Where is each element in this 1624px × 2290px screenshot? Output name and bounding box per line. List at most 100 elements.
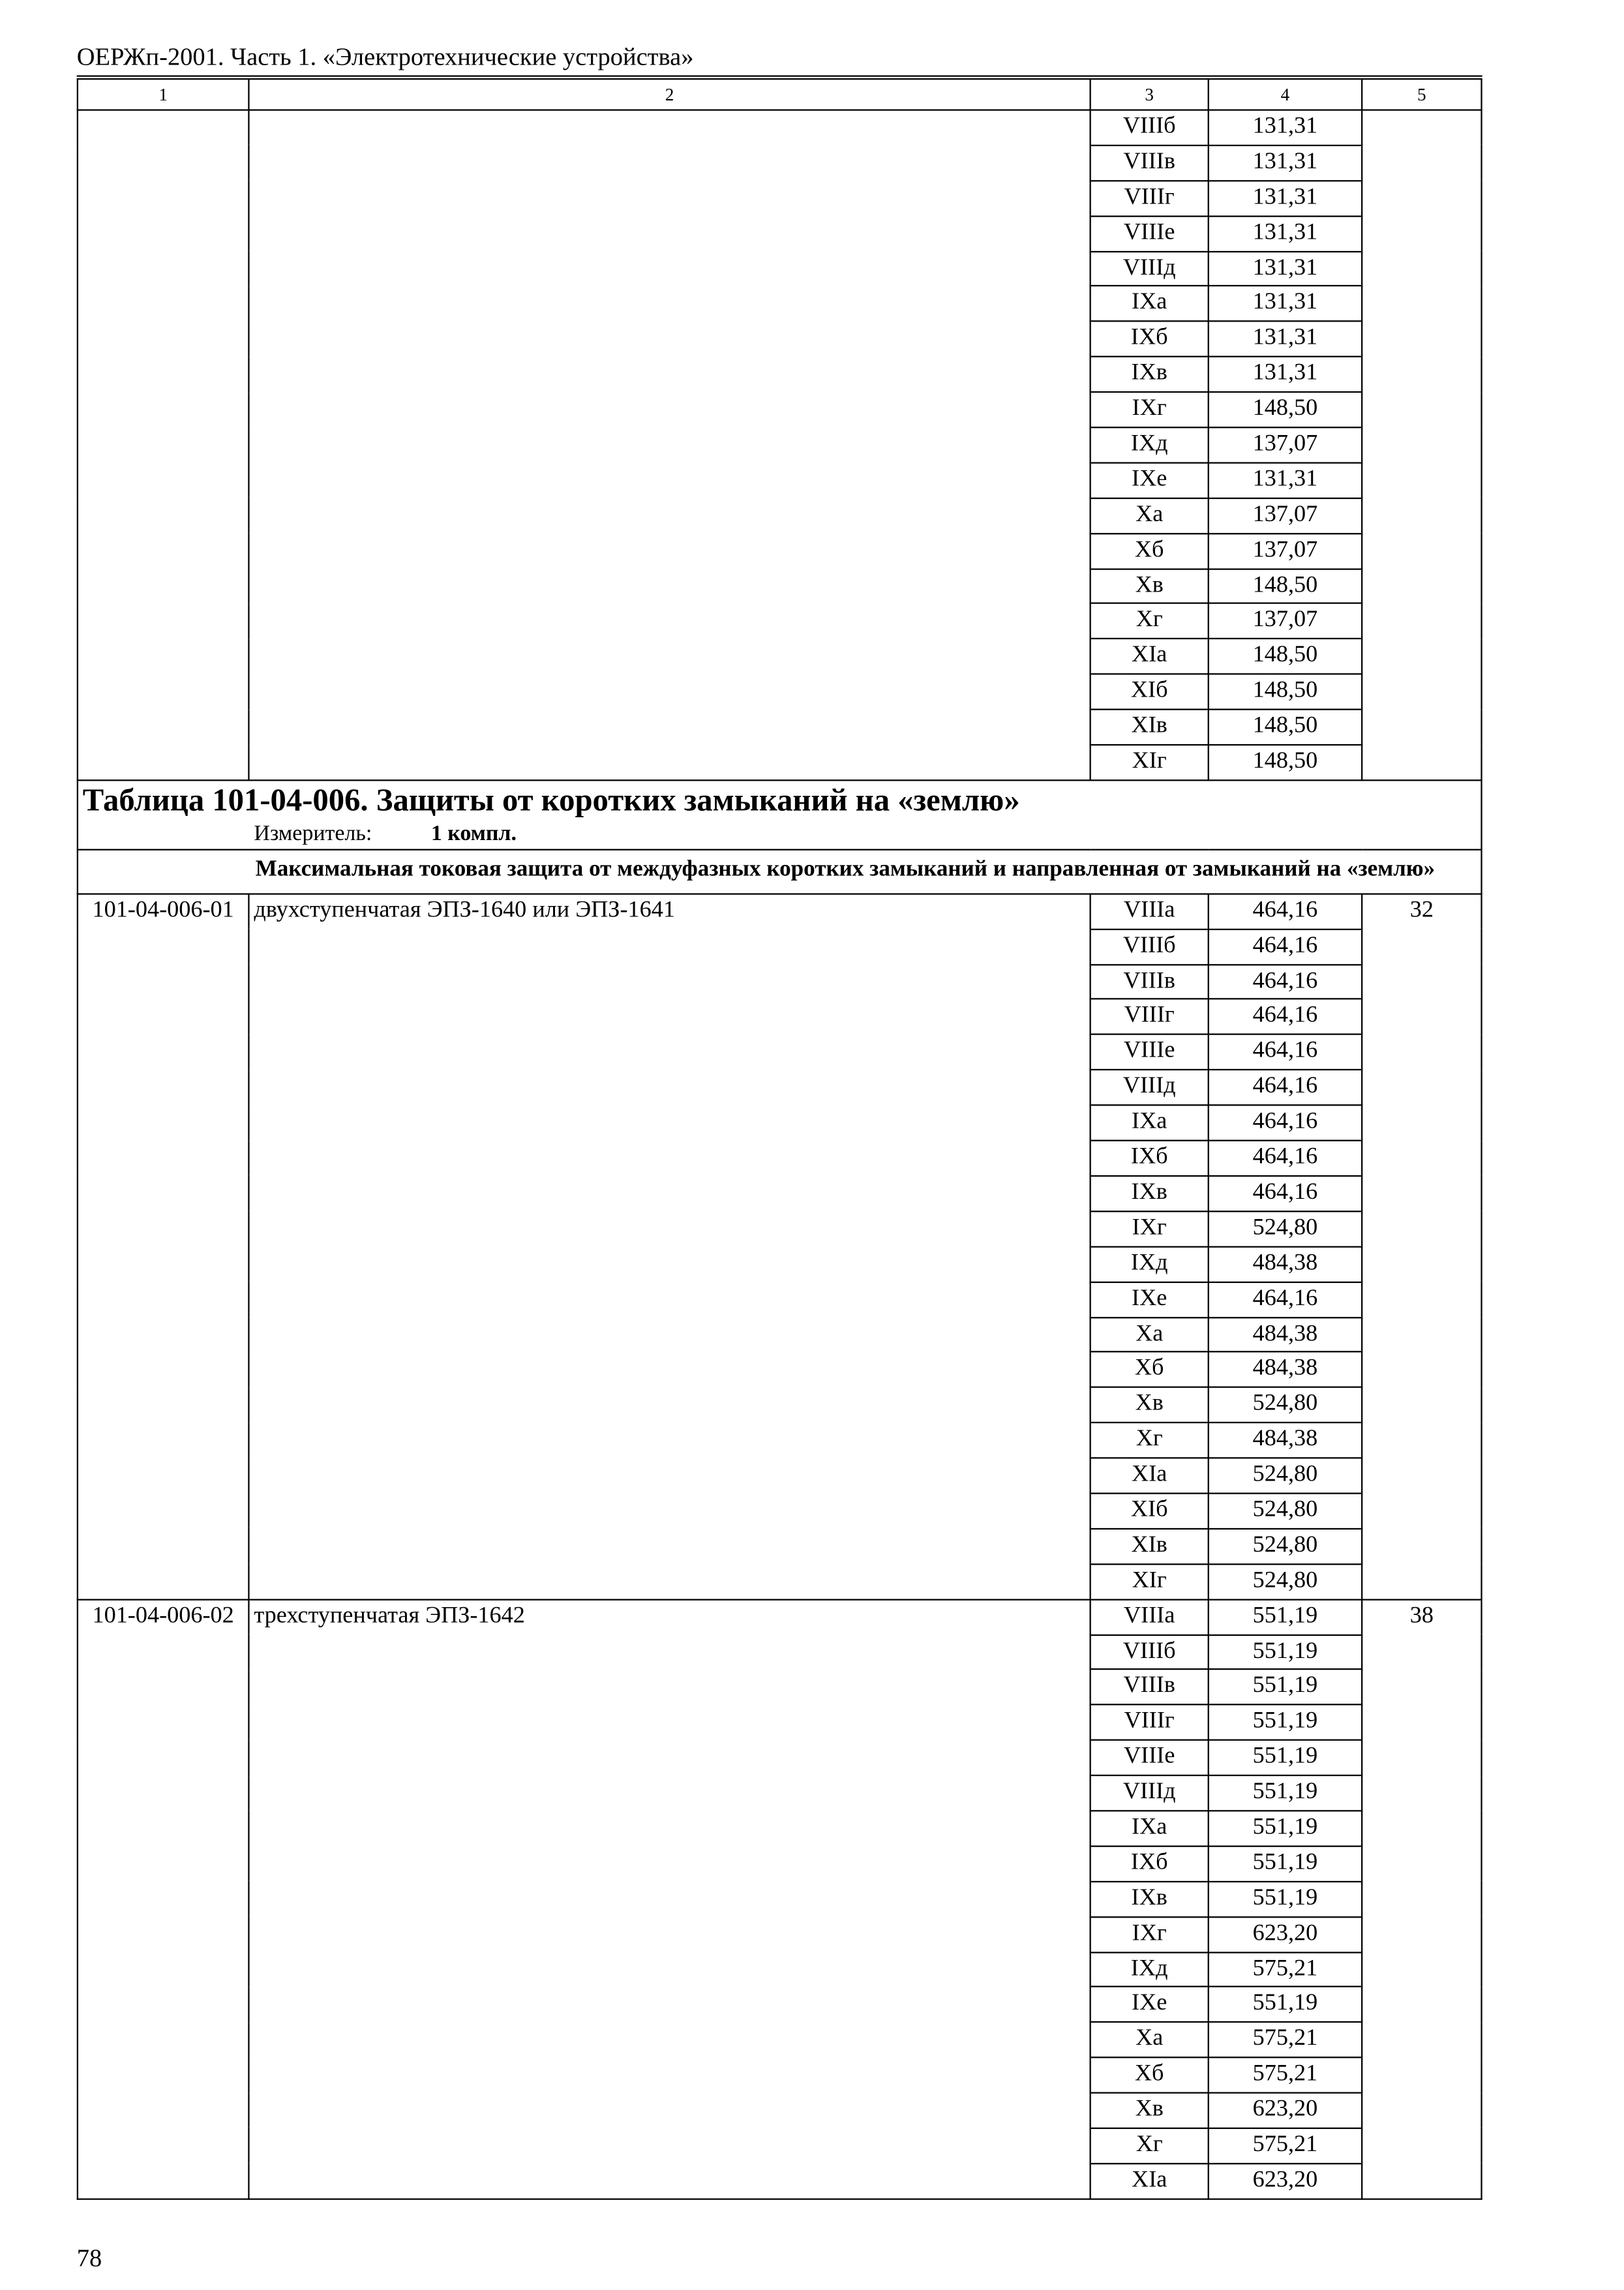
measure-value: 1 компл.	[430, 822, 517, 846]
price-cell: 524,80	[1207, 1492, 1363, 1529]
table-row: VIIIд 464,16	[78, 1069, 1482, 1106]
price-cell: 148,50	[1207, 708, 1363, 746]
zone-cell: XIб	[1089, 1492, 1209, 1529]
table-row: IXб 551,19	[78, 1845, 1482, 1882]
zone-cell: VIIIг	[1089, 999, 1209, 1036]
column-number: 3	[1089, 78, 1209, 111]
measure-line: Измеритель: 1 компл.	[83, 819, 1477, 849]
price-cell: 575,21	[1207, 2056, 1363, 2094]
price-cell: 623,20	[1207, 2092, 1363, 2130]
table-row: Xа 575,21	[78, 2021, 1482, 2058]
table-row: XIг 524,80	[78, 1563, 1482, 1600]
price-cell: 551,19	[1207, 1739, 1363, 1777]
table-row: XIа 148,50	[78, 638, 1482, 676]
price-cell: 148,50	[1207, 744, 1363, 781]
zone-cell: VIIIд	[1089, 1775, 1209, 1812]
price-cell: 464,16	[1207, 999, 1363, 1036]
zone-cell: Xв	[1089, 1387, 1209, 1424]
price-cell: 131,31	[1207, 462, 1363, 499]
zone-cell: XIв	[1089, 1528, 1209, 1565]
zone-cell: IXг	[1089, 1210, 1209, 1248]
col5-cell: 38	[1361, 1598, 1482, 2200]
table-row: VIIIе 551,19	[78, 1739, 1482, 1777]
price-cell: 137,07	[1207, 603, 1363, 640]
price-cell: 551,19	[1207, 1704, 1363, 1741]
price-cell: 551,19	[1207, 1668, 1363, 1706]
table-title-cell: Таблица 101-04-006. Защиты от коротких з…	[76, 779, 1482, 851]
table-row: VIIIг 464,16	[78, 999, 1482, 1036]
table-row: Xб 137,07	[78, 532, 1482, 569]
zone-cell: VIIIг	[1089, 1704, 1209, 1741]
zone-cell: XIа	[1089, 2162, 1209, 2200]
zone-cell: VIIIб	[1089, 928, 1209, 965]
zone-cell: Xб	[1089, 532, 1209, 569]
subheading: Максимальная токовая защита от междуфазн…	[76, 849, 1482, 895]
price-cell: 131,31	[1207, 144, 1363, 181]
price-cell: 148,50	[1207, 391, 1363, 429]
table-row: Xб 484,38	[78, 1351, 1482, 1389]
table-row: 101-04-006-02 трехступенчатая ЭПЗ-1642 VII…	[76, 1598, 1482, 2200]
table-row: Xг 137,07	[78, 603, 1482, 640]
zone-cell: Xг	[1089, 603, 1209, 640]
zone-cell: IXе	[1089, 1280, 1209, 1318]
table-title: Таблица 101-04-006. Защиты от коротких з…	[82, 782, 1020, 818]
price-cell: 623,20	[1207, 2162, 1363, 2200]
zone-cell: IXа	[1089, 285, 1209, 323]
zone-cell: XIб	[1089, 673, 1209, 711]
table-row: Xв 623,20	[78, 2092, 1482, 2130]
zone-cell: VIIIб	[1089, 1633, 1209, 1671]
price-cell: 148,50	[1207, 673, 1363, 711]
table-row: XIа 524,80	[78, 1457, 1482, 1494]
price-cell: 464,16	[1207, 1034, 1363, 1071]
price-cell: 524,80	[1207, 1387, 1363, 1424]
table-row: VIIIд 551,19	[78, 1775, 1482, 1812]
zone-cell: VIIIа	[1089, 893, 1209, 930]
zone-cell: IXе	[1089, 1986, 1209, 2023]
table-row: Xг 575,21	[78, 2127, 1482, 2165]
table-row: XIб 148,50	[78, 673, 1482, 711]
price-cell: 131,31	[1207, 109, 1363, 146]
zone-cell: VIIIа	[1089, 1598, 1209, 1635]
price-cell: 575,21	[1207, 2021, 1363, 2058]
zone-cell: IXа	[1089, 1810, 1209, 1847]
table-row: VIIIг 131,31	[78, 179, 1482, 217]
table-row: VIIIв 551,19	[78, 1668, 1482, 1706]
zone-cell: VIIIе	[1089, 1034, 1209, 1071]
price-cell: 524,80	[1207, 1563, 1363, 1600]
table-row: VIIIг 551,19	[78, 1704, 1482, 1741]
zone-cell: XIг	[1089, 1563, 1209, 1600]
price-cell: 551,19	[1207, 1598, 1363, 1635]
column-number: 2	[248, 78, 1091, 111]
zone-cell: IXв	[1089, 356, 1209, 393]
zone-cell: Xг	[1089, 1422, 1209, 1459]
price-cell: 464,16	[1207, 1280, 1363, 1318]
zone-cell: VIIIв	[1089, 963, 1209, 1001]
table-row: IXа 551,19	[78, 1810, 1482, 1847]
table-row: VIIIб 131,31	[76, 109, 1482, 781]
price-cell: 137,07	[1207, 497, 1363, 534]
table-row: IXв 551,19	[78, 1880, 1482, 1918]
price-cell: 464,16	[1207, 1069, 1363, 1106]
table-row: XIа 623,20	[78, 2162, 1482, 2200]
header-rule	[76, 75, 1482, 77]
table-row: VIIIе 464,16	[78, 1034, 1482, 1071]
table-row: XIв 524,80	[78, 1528, 1482, 1565]
zone-cell: VIIIе	[1089, 215, 1209, 252]
zone-cell: VIIIд	[1089, 250, 1209, 288]
price-cell: 464,16	[1207, 1175, 1363, 1213]
table-row: IXе 464,16	[78, 1280, 1482, 1318]
running-header: ОЕРЖп-2001. Часть 1. «Электротехнические…	[76, 42, 694, 71]
price-cell: 551,19	[1207, 1845, 1363, 1882]
table-row: Xв 148,50	[78, 567, 1482, 605]
price-cell: 137,07	[1207, 427, 1363, 464]
zone-cell: Xв	[1089, 567, 1209, 605]
zone-cell: IXа	[1089, 1104, 1209, 1141]
table-row: VIIIд 131,31	[78, 250, 1482, 288]
zone-cell: XIг	[1089, 744, 1209, 781]
price-cell: 551,19	[1207, 1880, 1363, 1918]
table-row: IXе 131,31	[78, 462, 1482, 499]
table-row: IXа 464,16	[78, 1104, 1482, 1141]
price-cell: 131,31	[1207, 250, 1363, 288]
zone-cell: Xа	[1089, 497, 1209, 534]
